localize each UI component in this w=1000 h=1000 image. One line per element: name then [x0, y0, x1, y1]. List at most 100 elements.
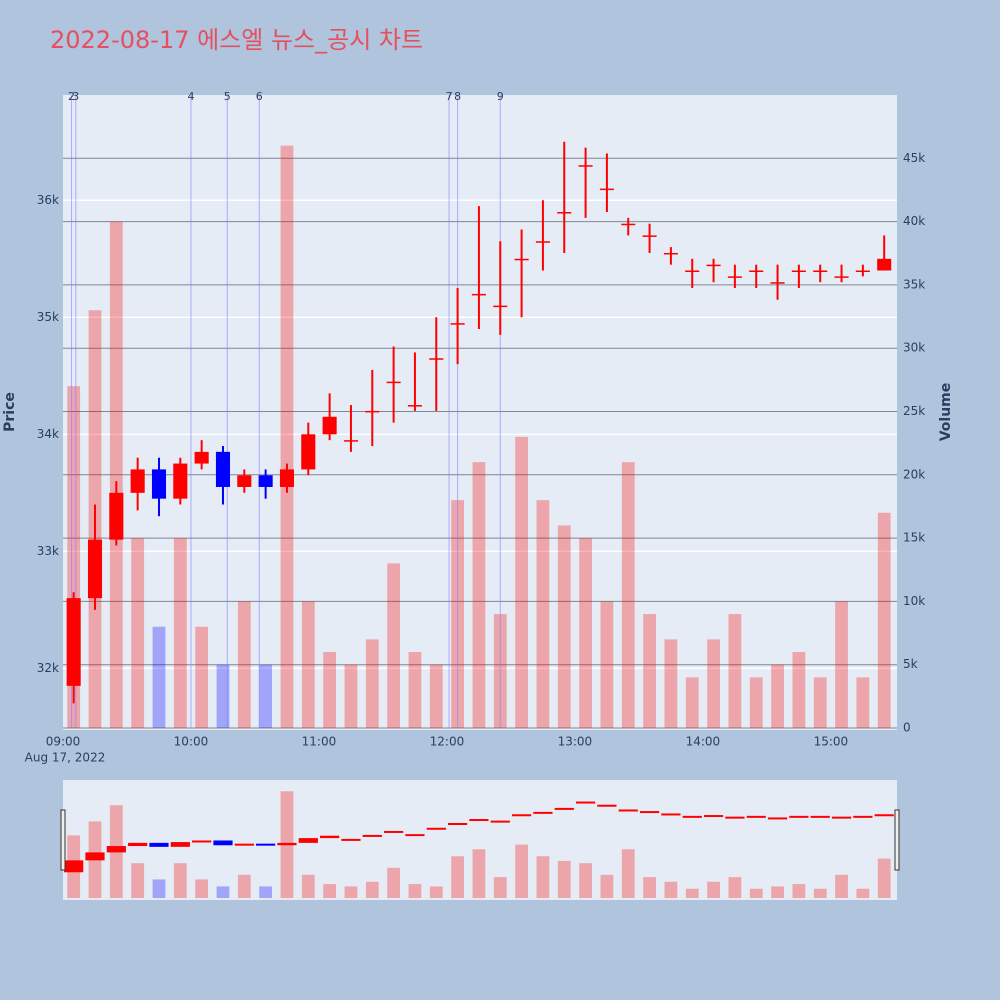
disclosure-label: 6	[256, 90, 263, 103]
candle-body	[578, 165, 593, 167]
slider-candle	[149, 842, 169, 847]
candle-body	[685, 270, 700, 273]
slider-volume-bar	[472, 849, 486, 898]
slider-candle	[277, 842, 297, 846]
slider-handle[interactable]	[894, 809, 900, 871]
y2-tick-label: 0	[903, 721, 911, 735]
slider-volume-bar	[813, 888, 827, 898]
volume-bar	[813, 677, 827, 728]
candle-body	[535, 241, 550, 243]
slider-candle	[341, 838, 361, 841]
y2-tick-label: 5k	[903, 657, 918, 671]
candle-body	[791, 270, 806, 273]
slider-volume-bar	[408, 884, 422, 898]
slider-volume-bar	[429, 886, 443, 898]
slider-candle	[85, 852, 105, 861]
slider-candle	[511, 814, 532, 817]
x-tick-label: 12:00	[430, 735, 465, 749]
volume-bar	[429, 664, 443, 728]
slider-candle	[831, 816, 852, 819]
slider-candle	[106, 846, 126, 853]
volume-bar	[152, 626, 166, 728]
slider-candle	[725, 816, 745, 819]
candle-body	[407, 405, 422, 407]
slider-volume-bar	[856, 888, 870, 898]
candle-body	[450, 323, 465, 325]
candle-body	[877, 258, 892, 271]
x-tick-label: 15:00	[814, 735, 849, 749]
disclosure-label: 7	[446, 90, 453, 103]
slider-volume-bar	[728, 877, 742, 898]
volume-bar	[515, 436, 528, 728]
slider-volume-bar	[643, 877, 656, 898]
candle-body	[151, 469, 167, 499]
y2-tick-label: 25k	[903, 404, 925, 418]
candle-body	[749, 270, 764, 273]
y2-tick-label: 40k	[903, 214, 925, 228]
candle-body	[514, 258, 529, 261]
candle-body	[343, 440, 358, 442]
candle-body	[642, 235, 657, 237]
x-axis-date-label: Aug 17, 2022	[25, 751, 106, 765]
candle-body	[727, 276, 742, 278]
candle-body	[621, 223, 636, 226]
slider-candle	[533, 811, 553, 814]
candle-body	[471, 293, 486, 296]
slider-volume-bar	[621, 849, 635, 898]
slider-candle	[639, 811, 660, 814]
slider-volume-bar	[131, 863, 145, 898]
y2-tick-label: 20k	[903, 467, 925, 481]
volume-bar	[621, 462, 635, 728]
x-tick-label: 10:00	[174, 735, 209, 749]
slider-volume-bar	[707, 881, 720, 898]
slider-candle	[320, 835, 340, 839]
slider-candle	[213, 840, 233, 846]
slider-volume-bar	[387, 867, 401, 898]
slider-volume-bar	[685, 888, 699, 898]
x-tick-label: 14:00	[686, 735, 721, 749]
range-slider[interactable]	[63, 780, 897, 900]
volume-bar	[280, 145, 294, 728]
candle-body	[429, 358, 444, 360]
y-tick-label: 33k	[37, 544, 59, 558]
y2-axis-title: Volume	[938, 383, 954, 442]
slider-volume-bar	[600, 874, 614, 898]
disclosure-label: 8	[454, 90, 461, 103]
slider-candle	[256, 843, 276, 846]
y2-tick-label: 35k	[903, 277, 925, 291]
candle-body	[301, 434, 316, 470]
slider-candle	[554, 807, 574, 810]
slider-candle	[448, 822, 468, 825]
volume-bar	[536, 500, 550, 728]
candle-body	[322, 416, 337, 435]
slider-candle	[170, 842, 190, 847]
x-tick-label: 09:00	[46, 735, 81, 749]
volume-bar	[685, 677, 699, 728]
y-tick-label: 35k	[37, 310, 59, 324]
slider-volume-bar	[792, 884, 806, 898]
slider-volume-bar	[835, 874, 848, 898]
candle-body	[130, 469, 145, 493]
disclosure-label: 2	[68, 90, 75, 103]
slider-candle	[874, 814, 894, 817]
slider-candle	[298, 838, 318, 843]
candle-body	[66, 598, 81, 686]
volume-bar	[216, 664, 230, 728]
candle-body	[109, 492, 124, 540]
slider-candle	[362, 834, 382, 837]
slider-candle	[661, 813, 681, 816]
candle-body	[706, 264, 721, 267]
x-tick-label: 13:00	[558, 735, 593, 749]
candle-body	[386, 381, 401, 384]
slider-handle[interactable]	[60, 809, 66, 871]
slider-candle	[192, 840, 212, 843]
volume-bar	[344, 664, 358, 728]
slider-candle	[597, 804, 617, 807]
volume-bar	[173, 538, 187, 728]
candle-body	[258, 475, 273, 487]
volume-bar	[109, 221, 123, 728]
slider-candle	[703, 815, 724, 818]
slider-volume-bar	[365, 881, 379, 898]
slider-volume-bar	[536, 856, 550, 898]
